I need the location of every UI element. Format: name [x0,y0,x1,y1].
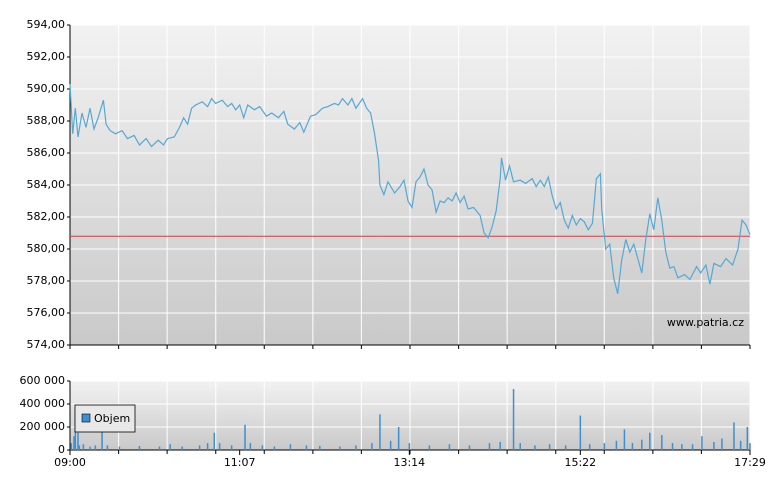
y-tick-label: 592,00 [27,50,66,63]
volume-bar [721,438,723,450]
y-tick-label: 594,00 [27,18,66,31]
volume-bar [534,445,536,450]
y-tick-label: 600 000 [20,374,66,387]
volume-bar [339,446,341,450]
y-tick-label: 584,00 [27,178,66,191]
volume-bar [623,429,626,450]
x-tick-label: 11:07 [224,456,256,469]
volume-bar [691,444,694,450]
volume-bar [273,446,276,450]
volume-bar [371,443,373,450]
volume-bar [397,427,400,450]
volume-bar [519,443,521,450]
y-tick-label: 574,00 [27,338,66,351]
y-tick-label: 586,00 [27,146,66,159]
legend-swatch [81,413,91,423]
volume-bar [169,444,171,450]
volume-bar [564,445,567,450]
y-tick-label: 580,00 [27,242,66,255]
volume-bar [355,445,357,450]
volume-bar [548,444,551,450]
volume-bar [671,443,674,450]
x-tick-label: 13:14 [393,456,425,469]
watermark: www.patria.cz [667,316,744,329]
y-tick-label: 588,00 [27,114,66,127]
volume-bar [448,444,451,450]
volume-bar [261,445,264,450]
volume-bar [70,443,73,450]
volume-bar [701,436,703,450]
volume-bar [641,439,643,450]
volume-bar [408,443,411,450]
volume-bar [603,443,606,450]
volume-bar [468,445,471,450]
volume-bar [138,445,141,450]
volume-bar [733,422,735,450]
volume-bar [249,443,252,450]
volume-bar [101,431,103,450]
volume-bar [588,444,591,450]
x-tick-label: 09:00 [54,456,86,469]
volume-bar [244,424,246,450]
y-tick-label: 578,00 [27,274,66,287]
volume-bar [230,445,233,450]
volume-bar [213,432,216,450]
volume-bar [713,441,715,450]
volume-bar [94,445,97,450]
y-tick-label: 576,00 [27,306,66,319]
volume-bar [218,443,221,450]
y-tick-label: 590,00 [27,82,66,95]
volume-bar [158,446,161,450]
volume-bar [488,443,491,450]
price-line [69,84,751,294]
x-tick-label: 17:29 [734,456,766,469]
volume-bar [82,444,85,450]
volume-bar [499,441,501,450]
volume-bar [305,445,308,450]
legend-label: Objem [94,412,130,425]
volume-bar [512,389,515,450]
volume-bar [379,414,381,450]
volume-bar [89,446,91,450]
y-tick-label: 0 [58,443,65,456]
volume-bar [289,444,292,450]
volume-bar [206,443,209,450]
volume-bar [749,443,751,450]
volume-bar [73,436,75,450]
volume-bar [181,446,183,450]
volume-bar [615,440,618,450]
volume-bar [428,445,431,450]
volume-bar [579,415,582,450]
volume-bar [739,440,742,450]
volume-bar [106,445,109,450]
y-tick-label: 400 000 [20,397,66,410]
volume-bar [118,446,121,450]
volume-bar [78,445,81,450]
volume-bar [77,432,79,450]
volume-bar [319,445,321,450]
legend-box [74,404,136,433]
volume-bar [631,443,634,450]
volume-bar [389,440,392,450]
volume-bar [746,427,749,450]
y-tick-label: 200 000 [20,420,66,433]
y-tick-label: 582,00 [27,210,66,223]
volume-bar [649,432,651,450]
volume-bar [681,444,683,450]
volume-bar [198,445,201,450]
x-tick-label: 15:22 [564,456,596,469]
volume-bar [661,435,663,450]
